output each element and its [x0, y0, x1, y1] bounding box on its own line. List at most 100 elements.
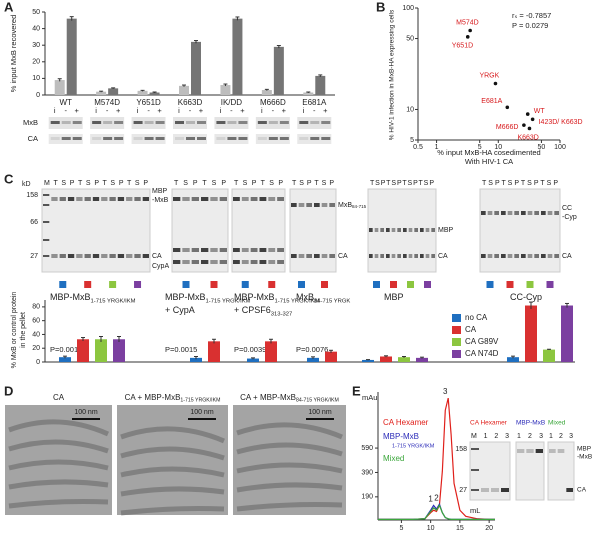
blot-mxb	[90, 117, 125, 129]
legend-swatch	[452, 350, 461, 358]
blot-band	[279, 121, 289, 124]
lane-label: i	[137, 106, 139, 115]
condition-swatch	[407, 281, 414, 288]
legend-label: Mixed	[383, 454, 404, 463]
marker-label: 66	[30, 219, 38, 226]
gel-band	[397, 254, 401, 258]
gel-band	[109, 197, 116, 201]
y-tick-label: 50	[406, 35, 414, 42]
marker-label: 158	[26, 192, 38, 199]
panel-letter: D	[4, 383, 13, 398]
gel-band	[210, 260, 218, 264]
lane-label: i	[95, 106, 97, 115]
band-label: MxB84-715	[338, 202, 367, 209]
bar	[265, 341, 277, 362]
x-tick-label: 10	[427, 525, 435, 532]
blot-band	[268, 121, 278, 124]
gel-band	[491, 488, 499, 492]
blot-band	[186, 121, 195, 124]
lane-header: T S P T S P T S P T S P	[482, 180, 558, 187]
label-main: CA	[562, 253, 572, 260]
label-main: CA	[438, 253, 448, 260]
x-tick-label: E681A	[302, 98, 327, 107]
y-tick-label: 40	[32, 331, 40, 338]
band-label: CypA	[152, 263, 169, 270]
condition-swatch	[390, 281, 397, 288]
gel-band	[397, 228, 401, 232]
marker-label: 158	[455, 446, 467, 453]
label-main: CC-Cyp	[510, 292, 542, 302]
gel-band	[210, 248, 218, 252]
tube	[8, 439, 109, 454]
gel-band	[59, 254, 66, 258]
bar	[149, 92, 160, 95]
gel-band	[481, 211, 486, 215]
legend-label-sub: 1-715 YRGK/IKM	[392, 443, 435, 449]
blot-band	[175, 137, 184, 140]
blot-band	[257, 121, 267, 124]
x-tick-label: 100	[554, 144, 566, 151]
point-label: K663D	[517, 134, 538, 141]
point	[468, 28, 472, 33]
condition-swatch	[134, 281, 142, 288]
gel-band	[210, 197, 218, 201]
blot-band	[133, 121, 143, 124]
x-axis-title: % input MxB-HA cosedimented	[437, 148, 540, 157]
blot-band	[310, 137, 320, 140]
blot-band	[72, 137, 82, 140]
y-axis-title: % input MxB recovered	[9, 15, 18, 93]
lane-label: +	[240, 106, 245, 115]
gel-band	[51, 197, 58, 201]
condition-swatch	[109, 281, 117, 288]
blot-band	[216, 121, 226, 124]
tube	[120, 426, 225, 444]
x-axis-title: mL	[470, 506, 480, 515]
blot-mxb	[297, 117, 332, 129]
tube	[120, 466, 225, 478]
bar	[190, 357, 202, 362]
gel-band	[420, 254, 424, 258]
point-label: WT	[534, 108, 546, 115]
gel-band	[391, 228, 396, 232]
bar	[77, 339, 89, 362]
condition-swatch	[268, 281, 276, 288]
point	[522, 123, 526, 127]
band-label: CA	[438, 253, 448, 260]
gel-band	[201, 248, 209, 252]
ladder-band	[471, 469, 479, 471]
condition-swatch	[506, 281, 514, 288]
blot-band	[268, 137, 278, 140]
gel-band	[291, 203, 297, 207]
lane-header: M T S P T S P T S P T S P	[44, 180, 148, 187]
gel-band	[259, 248, 267, 252]
blot-mxb	[255, 117, 290, 129]
lane-label: +	[116, 106, 121, 115]
tube	[8, 499, 109, 509]
gel	[479, 188, 561, 273]
gel-band	[259, 260, 267, 264]
label-main: MBP	[438, 227, 454, 234]
ladder-band	[43, 221, 50, 223]
x-tick-label: IK/DD	[221, 98, 243, 107]
blot-band	[50, 121, 60, 124]
x-tick-label: 1	[435, 144, 439, 151]
gel-band	[191, 248, 199, 252]
gel-band	[501, 488, 509, 492]
y-tick-label: 60	[32, 318, 40, 325]
bar	[416, 357, 428, 362]
y-tick-label: 20	[32, 345, 40, 352]
point-label: YRGK	[479, 72, 499, 79]
scale-label: 100 nm	[308, 409, 332, 416]
bar	[325, 351, 337, 362]
x-tick-label: M666D	[260, 98, 286, 107]
gel-band	[386, 254, 390, 258]
gel-band	[386, 228, 390, 232]
gel-band	[494, 254, 499, 258]
gel-band	[241, 197, 249, 201]
gel-band	[425, 254, 430, 258]
blot-band	[114, 121, 124, 124]
gel-band	[554, 211, 559, 215]
x-tick-label: 50	[538, 144, 546, 151]
gel-band	[526, 449, 534, 453]
